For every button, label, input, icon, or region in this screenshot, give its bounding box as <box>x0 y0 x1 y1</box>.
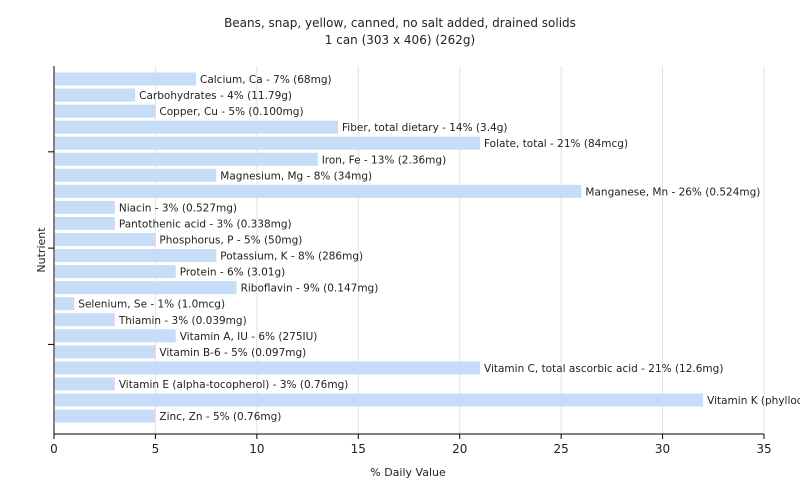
bar-label: Calcium, Ca - 7% (68mg) <box>200 74 332 86</box>
bar-label: Phosphorus, P - 5% (50mg) <box>159 235 302 247</box>
bar <box>55 136 480 150</box>
bar-label: Vitamin C, total ascorbic acid - 21% (12… <box>484 363 723 375</box>
bar <box>55 168 217 182</box>
bar <box>55 88 136 102</box>
bar-label: Folate, total - 21% (84mcg) <box>484 138 628 150</box>
bar <box>55 361 480 375</box>
x-tick-label: 15 <box>351 442 366 456</box>
bar-label: Vitamin K (phylloquinone) - 32% (25.9mcg… <box>707 395 800 407</box>
bar-label: Thiamin - 3% (0.039mg) <box>118 315 247 327</box>
bar-label: Protein - 6% (3.01g) <box>180 267 286 279</box>
bar <box>55 345 156 359</box>
bar <box>55 265 176 279</box>
x-ticks: 0 5 10 15 20 25 30 35 <box>50 434 772 456</box>
bar-label: Zinc, Zn - 5% (0.76mg) <box>159 411 281 423</box>
x-axis-label: % Daily Value <box>370 466 446 479</box>
x-tick-label: 10 <box>249 442 264 456</box>
bar-label: Magnesium, Mg - 8% (34mg) <box>220 170 372 182</box>
chart-title: Beans, snap, yellow, canned, no salt add… <box>224 16 576 30</box>
bar-label: Iron, Fe - 13% (2.36mg) <box>322 154 446 166</box>
y-axis-label: Nutrient <box>35 227 48 273</box>
bar-label: Fiber, total dietary - 14% (3.4g) <box>342 122 507 134</box>
bar <box>55 72 196 86</box>
bar-label: Vitamin B-6 - 5% (0.097mg) <box>159 347 306 359</box>
bars <box>55 72 704 423</box>
bar <box>55 152 318 166</box>
bar <box>55 313 115 327</box>
bar-label: Carbohydrates - 4% (11.79g) <box>139 90 292 102</box>
bar <box>55 297 75 311</box>
bar <box>55 184 582 198</box>
x-tick-label: 0 <box>50 442 58 456</box>
bar <box>55 104 156 118</box>
bar <box>55 233 156 246</box>
bar <box>55 393 704 407</box>
bar <box>55 329 176 343</box>
bar-label: Copper, Cu - 5% (0.100mg) <box>159 106 303 118</box>
bar <box>55 249 217 263</box>
bar-label: Niacin - 3% (0.527mg) <box>119 202 237 214</box>
bar <box>55 200 115 214</box>
bar-label: Riboflavin - 9% (0.147mg) <box>241 283 379 295</box>
bar-label: Potassium, K - 8% (286mg) <box>220 251 363 263</box>
x-tick-label: 35 <box>756 442 771 456</box>
x-tick-label: 20 <box>452 442 467 456</box>
bar <box>55 120 338 134</box>
x-tick-label: 5 <box>152 442 160 456</box>
bar <box>55 281 237 295</box>
bar-label: Manganese, Mn - 26% (0.524mg) <box>585 186 760 198</box>
bar <box>55 409 156 423</box>
axes <box>48 66 764 435</box>
chart-subtitle: 1 can (303 x 406) (262g) <box>325 33 475 47</box>
bar-label: Pantothenic acid - 3% (0.338mg) <box>119 218 292 230</box>
x-tick-label: 25 <box>554 442 569 456</box>
bar-label: Vitamin A, IU - 6% (275IU) <box>180 331 318 343</box>
bar-label: Selenium, Se - 1% (1.0mcg) <box>78 299 225 311</box>
bar-label: Vitamin E (alpha-tocopherol) - 3% (0.76m… <box>119 379 349 391</box>
bar <box>55 377 115 391</box>
bar <box>55 216 115 230</box>
bar-labels: Calcium, Ca - 7% (68mg) Carbohydrates - 4… <box>78 74 800 423</box>
x-tick-label: 30 <box>655 442 670 456</box>
